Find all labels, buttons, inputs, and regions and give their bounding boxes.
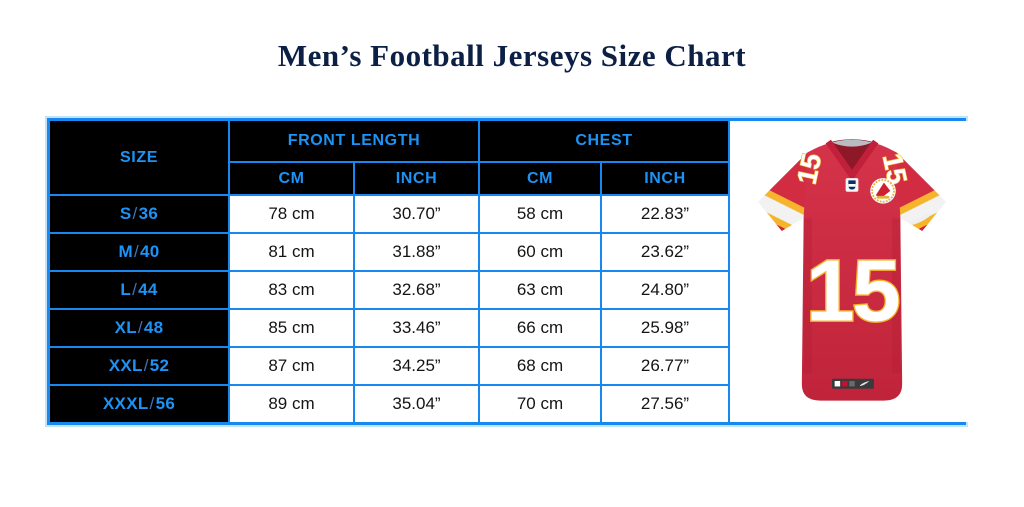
v-neck-band xyxy=(825,139,878,181)
chest-inch-cell: 26.77” xyxy=(602,348,728,384)
front-cm-header: CM xyxy=(230,163,353,194)
size-slash: / xyxy=(132,204,138,223)
front-cm-cell: 89 cm xyxy=(230,386,353,422)
front-inch-cell: 32.68” xyxy=(355,272,478,308)
neck-opening xyxy=(828,138,875,176)
front-cm-cell: 83 cm xyxy=(230,272,353,308)
size-cell: L/44 xyxy=(50,272,228,308)
left-shoulder-number: 15 xyxy=(790,150,827,186)
front-cm-cell: 85 cm xyxy=(230,310,353,346)
front-cm-cell: 78 cm xyxy=(230,196,353,232)
size-slash: / xyxy=(137,318,143,337)
size-label: XXXL xyxy=(102,394,149,413)
size-label: S xyxy=(119,204,132,223)
size-number: 48 xyxy=(143,318,164,337)
front-inch-cell: 31.88” xyxy=(355,234,478,270)
chest-inch-header: INCH xyxy=(602,163,728,194)
jock-tag xyxy=(831,378,874,389)
page-title: Men’s Football Jerseys Size Chart xyxy=(277,38,747,73)
left-mesh-panel xyxy=(803,217,812,373)
size-column-header: SIZE xyxy=(50,121,228,194)
size-number: 36 xyxy=(138,204,159,223)
chest-group-header: CHEST xyxy=(480,121,728,161)
right-sleeve xyxy=(890,152,946,231)
front-cm-cell: 81 cm xyxy=(230,234,353,270)
size-number: 56 xyxy=(155,394,176,413)
chest-cm-cell: 63 cm xyxy=(480,272,600,308)
inner-collar-trim xyxy=(831,139,872,147)
chest-cm-header: CM xyxy=(480,163,600,194)
front-cm-cell: 87 cm xyxy=(230,348,353,384)
size-cell: S/36 xyxy=(50,196,228,232)
size-cell: XXL/52 xyxy=(50,348,228,384)
front-inch-cell: 30.70” xyxy=(355,196,478,232)
right-mesh-panel xyxy=(891,217,900,373)
front-inch-cell: 34.25” xyxy=(355,348,478,384)
chest-inch-cell: 27.56” xyxy=(602,386,728,422)
front-length-group-header: FRONT LENGTH xyxy=(230,121,478,161)
size-label: XL xyxy=(114,318,137,337)
size-slash: / xyxy=(133,242,139,261)
jersey-product-image: 15 15 15 xyxy=(730,121,973,422)
size-number: 40 xyxy=(139,242,160,261)
size-label: XXL xyxy=(108,356,143,375)
team-patch xyxy=(869,177,896,204)
chest-cm-cell: 68 cm xyxy=(480,348,600,384)
size-slash: / xyxy=(132,280,138,299)
size-slash: / xyxy=(143,356,149,375)
size-number: 44 xyxy=(138,280,158,299)
left-sleeve xyxy=(757,152,813,231)
size-cell: M/40 xyxy=(50,234,228,270)
jersey-body xyxy=(801,140,902,401)
front-inch-cell: 35.04” xyxy=(355,386,478,422)
size-number: 52 xyxy=(149,356,170,375)
chest-inch-cell: 25.98” xyxy=(602,310,728,346)
chest-cm-cell: 70 cm xyxy=(480,386,600,422)
chest-inch-cell: 23.62” xyxy=(602,234,728,270)
front-inch-cell: 33.46” xyxy=(355,310,478,346)
chest-cm-cell: 58 cm xyxy=(480,196,600,232)
size-chart-table: SIZE FRONT LENGTH CHEST CM INCH CM INCH … xyxy=(47,118,973,425)
size-slash: / xyxy=(149,394,155,413)
jersey-illustration: 15 15 15 xyxy=(757,138,946,401)
chest-number: 15 xyxy=(806,241,899,339)
front-inch-header: INCH xyxy=(355,163,478,194)
chest-inch-cell: 24.80” xyxy=(602,272,728,308)
size-cell: XXXL/56 xyxy=(50,386,228,422)
size-label: L xyxy=(120,280,132,299)
nfl-logo xyxy=(845,177,858,192)
size-cell: XL/48 xyxy=(50,310,228,346)
size-label: M xyxy=(118,242,133,261)
nike-swoosh-icon xyxy=(909,212,934,225)
chest-cm-cell: 66 cm xyxy=(480,310,600,346)
chest-inch-cell: 22.83” xyxy=(602,196,728,232)
chest-cm-cell: 60 cm xyxy=(480,234,600,270)
